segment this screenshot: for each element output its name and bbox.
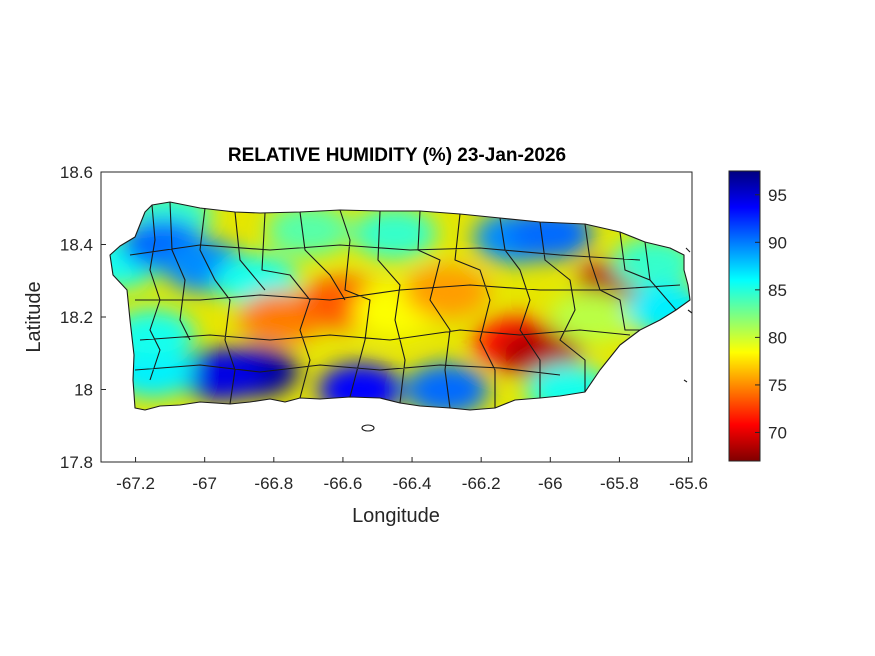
x-tick-label: -67 xyxy=(192,474,217,493)
y-axis: 17.8 18 18.2 18.4 18.6 xyxy=(60,163,106,472)
y-tick-label: 18.6 xyxy=(60,163,93,182)
humidity-sample-18 xyxy=(179,349,264,401)
x-tick-label: -65.6 xyxy=(669,474,708,493)
humidity-sample-8 xyxy=(404,265,489,318)
x-axis: -67.2 -67 -66.8 -66.6 -66.4 -66.2 -66 -65.8 -65.… xyxy=(116,457,708,493)
humidity-field xyxy=(110,202,690,410)
colorbar-tick-label: 80 xyxy=(768,328,787,347)
boundary-lines xyxy=(129,201,681,409)
x-tick-label: -67.2 xyxy=(116,474,155,493)
colorbar-tick-label: 95 xyxy=(768,186,787,205)
x-tick-label: -65.8 xyxy=(600,474,639,493)
y-tick-label: 18.2 xyxy=(60,308,93,327)
humidity-blobs xyxy=(110,202,690,410)
x-tick-label: -66.2 xyxy=(462,474,501,493)
x-tick-label: -66.6 xyxy=(324,474,363,493)
humidity-sample-23 xyxy=(352,207,437,260)
humidity-sample-12 xyxy=(549,291,634,343)
municipality-boundaries xyxy=(109,201,693,432)
colorbar-ticks: 70 75 80 85 90 95 xyxy=(755,186,787,442)
y-tick-label: 17.8 xyxy=(60,453,93,472)
humidity-sample-24 xyxy=(266,204,351,256)
x-tick-label: -66 xyxy=(538,474,563,493)
colorbar-tick-label: 75 xyxy=(768,376,787,395)
y-axis-label: Latitude xyxy=(23,281,45,352)
eastern-islets xyxy=(683,247,693,383)
colorbar-tick-label: 70 xyxy=(768,423,787,442)
x-tick-label: -66.4 xyxy=(393,474,432,493)
colorbar-ramp xyxy=(728,170,761,462)
colorbar: 70 75 80 85 90 95 xyxy=(728,170,787,462)
y-tick-label: 18 xyxy=(74,381,93,400)
x-tick-label: -66.8 xyxy=(254,474,293,493)
y-tick-label: 18.4 xyxy=(60,236,93,255)
caja-de-muertos-island xyxy=(361,424,375,432)
colorbar-tick-label: 85 xyxy=(768,281,787,300)
chart-title: RELATIVE HUMIDITY (%) 23-Jan-2026 xyxy=(228,145,566,166)
humidity-sample-20 xyxy=(404,363,489,410)
x-axis-label: Longitude xyxy=(352,505,440,527)
colorbar-tick-label: 90 xyxy=(768,233,787,252)
